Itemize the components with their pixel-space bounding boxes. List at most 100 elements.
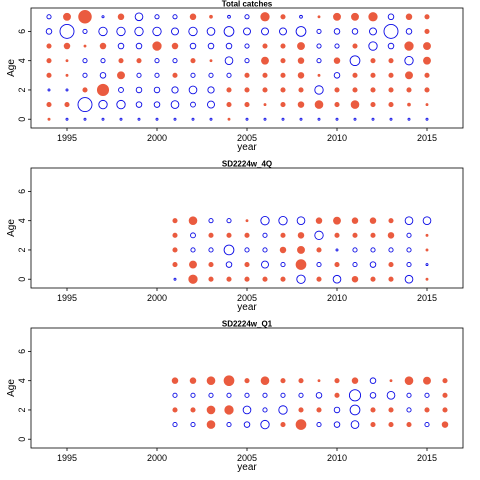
bubble-negative [369, 261, 377, 268]
bubble-positive [65, 73, 69, 77]
bubble-positive [280, 58, 286, 64]
bubble-positive [226, 232, 232, 238]
bubble-positive [172, 232, 178, 238]
bubble-negative [244, 14, 250, 20]
x-tick-label: 2015 [417, 453, 437, 463]
bubble-positive [424, 72, 430, 78]
bubble-negative [279, 27, 287, 36]
bubble-positive [244, 87, 250, 93]
bubble-negative [348, 389, 362, 402]
bubble-negative [223, 244, 235, 256]
bubble-positive [260, 376, 270, 385]
bubble-positive [334, 232, 340, 238]
bubble-positive [206, 420, 216, 429]
bubble-positive [388, 218, 394, 224]
bubble-negative [135, 86, 143, 94]
plot-frame [30, 327, 464, 449]
bubble-negative [281, 117, 285, 121]
bubble-negative [172, 58, 178, 64]
bubble-negative [83, 117, 87, 121]
bubble-negative [369, 377, 377, 384]
bubble-positive [206, 376, 216, 385]
bubble-negative [388, 247, 394, 253]
bubble-negative [225, 42, 233, 50]
bubble-positive [188, 216, 198, 225]
bubble-negative [171, 86, 179, 94]
bubble-negative [82, 28, 88, 34]
bubble-positive [425, 248, 429, 252]
bubble-negative [47, 88, 51, 92]
bubble-negative [262, 407, 268, 413]
bubble-positive [368, 12, 378, 22]
bubble-negative [353, 117, 357, 121]
bubble-negative [299, 14, 303, 19]
bubble-negative [170, 100, 180, 109]
bubble-negative [134, 12, 144, 22]
bubble-positive [152, 41, 162, 51]
bubble-negative [65, 88, 69, 92]
bubble-negative [280, 262, 286, 268]
bubble-positive [172, 72, 178, 78]
bubble-negative [404, 56, 414, 66]
bubble-positive [315, 217, 323, 224]
x-axis-label: year [237, 142, 257, 153]
bubble-positive [280, 422, 286, 428]
bubble-positive [171, 377, 179, 384]
bubble-negative [387, 42, 395, 50]
bubble-negative [405, 28, 413, 35]
bubble-negative [387, 13, 395, 21]
bubble-negative [189, 42, 197, 50]
bubble-negative [137, 117, 141, 121]
bubble-negative [226, 422, 232, 428]
bubble-positive [317, 379, 321, 383]
bubble-positive [261, 56, 269, 65]
bubble-positive [352, 232, 358, 238]
bubble-positive [83, 44, 87, 48]
bubble-positive [370, 72, 376, 78]
bubble-negative [116, 26, 126, 37]
y-axis-label: Age [6, 379, 17, 397]
bubble-positive [351, 12, 359, 21]
chart-panel-2: SD2224w_4Q 1995 2000 2005 2010 2015 0 2 4 6 year Ag… [6, 160, 464, 313]
bubble-negative [188, 26, 198, 37]
bubble-positive [188, 274, 198, 284]
bubble-negative [244, 392, 250, 398]
bubble-negative [334, 43, 340, 49]
bubble-positive [297, 101, 305, 108]
bubble-negative [153, 101, 161, 108]
bubble-negative [422, 216, 432, 225]
bubble-negative [260, 419, 270, 430]
bubble-negative [370, 247, 376, 253]
chart-title: SD2224w_4Q [222, 160, 272, 169]
bubble-negative [100, 58, 106, 64]
bubble-positive [64, 102, 70, 108]
bubble-positive [387, 232, 395, 239]
bubble-positive [297, 246, 305, 254]
bubble-negative [46, 14, 52, 20]
bubble-positive [244, 276, 250, 282]
bubble-positive [317, 73, 321, 77]
bubble-positive [295, 419, 307, 430]
bubble-positive [370, 102, 376, 108]
bubble-positive [334, 378, 340, 384]
bubble-positive [280, 232, 286, 238]
bubble-negative [351, 28, 359, 35]
x-tick-label: 2005 [237, 453, 257, 463]
bubble-positive [226, 276, 232, 282]
bubble-positive [63, 12, 71, 21]
bubble-positive [262, 43, 268, 49]
bubble-negative [225, 261, 233, 268]
bubble-positive [262, 72, 268, 78]
bubble-positive [334, 262, 340, 268]
y-tick-label: 6 [17, 349, 27, 354]
bubble-negative [244, 58, 250, 64]
bubble-negative [352, 262, 358, 268]
bubble-negative [242, 405, 252, 415]
bubble-negative [316, 28, 322, 34]
bubble-positive [442, 407, 448, 413]
y-tick-label: 4 [17, 58, 27, 63]
bubble-positive [46, 72, 52, 78]
x-axis-label: year [237, 302, 257, 313]
bubble-negative [135, 42, 143, 50]
bubble-negative [317, 117, 321, 121]
